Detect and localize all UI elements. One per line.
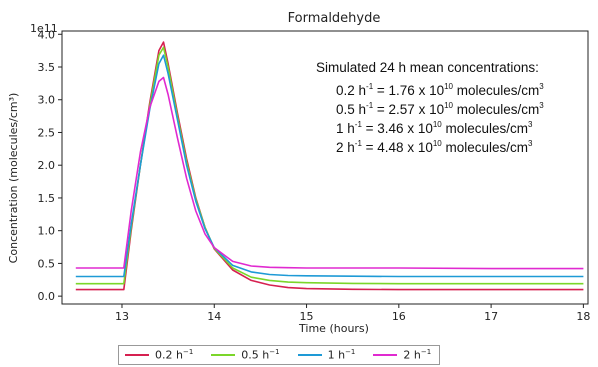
legend-label: 0.2 h−1 bbox=[155, 348, 194, 362]
annotation-line: 0.5 h-1 = 2.57 x 1010 molecules/cm3 bbox=[336, 101, 544, 117]
x-tick-label: 17 bbox=[484, 310, 498, 323]
y-tick-label: 1.0 bbox=[38, 225, 56, 238]
y-axis-label: Concentration (molecules/cm³) bbox=[7, 93, 20, 264]
annotation-heading: Simulated 24 h mean concentrations: bbox=[316, 60, 539, 75]
legend-label: 1 h−1 bbox=[327, 348, 356, 362]
annotation-line: 2 h-1 = 4.48 x 1010 molecules/cm3 bbox=[336, 139, 533, 155]
plot-frame bbox=[61, 30, 589, 305]
x-axis-label: Time (hours) bbox=[298, 322, 369, 335]
y-tick-label: 0.0 bbox=[38, 290, 56, 303]
legend-label: 2 h−1 bbox=[403, 348, 432, 362]
y-tick-label: 1.5 bbox=[38, 192, 56, 205]
y-tick-label: 0.5 bbox=[38, 257, 56, 270]
x-tick-label: 15 bbox=[300, 310, 314, 323]
annotation-block: Simulated 24 h mean concentrations: 0.2 … bbox=[316, 60, 544, 155]
legend-label: 0.5 h−1 bbox=[241, 348, 280, 362]
legend-item-0.5: 0.5 h−1 bbox=[211, 348, 280, 362]
legend-swatch bbox=[297, 354, 322, 356]
x-tick-label: 16 bbox=[392, 310, 406, 323]
x-tick-label: 18 bbox=[576, 310, 590, 323]
legend-item-1: 1 h−1 bbox=[297, 348, 356, 362]
legend-item-0.2: 0.2 h−1 bbox=[125, 348, 193, 362]
y-offset-text: 1e11 bbox=[30, 22, 58, 35]
series-line-2 bbox=[75, 54, 584, 278]
x-tick-label: 13 bbox=[115, 310, 129, 323]
legend-swatch bbox=[125, 354, 149, 356]
series-line-0 bbox=[75, 41, 584, 291]
y-tick-label: 3.5 bbox=[38, 61, 56, 74]
legend-swatch bbox=[373, 354, 398, 356]
y-tick-label: 4.0 bbox=[38, 28, 56, 41]
legend-swatch bbox=[211, 354, 236, 356]
x-tick-label: 14 bbox=[207, 310, 221, 323]
annotation-line: 0.2 h-1 = 1.76 x 1010 molecules/cm3 bbox=[336, 82, 544, 98]
y-tick-label: 3.0 bbox=[38, 94, 56, 107]
y-tick-label: 2.5 bbox=[38, 126, 56, 139]
chart-legend: 0.2 h−1 0.5 h−1 1 h−1 2 h−1 bbox=[118, 345, 441, 365]
y-tick-label: 2.0 bbox=[38, 159, 56, 172]
annotation-line: 1 h-1 = 3.46 x 1010 molecules/cm3 bbox=[336, 120, 533, 136]
series-line-3 bbox=[75, 76, 584, 270]
chart-title: Formaldehyde bbox=[288, 11, 381, 26]
legend-item-2: 2 h−1 bbox=[373, 348, 431, 362]
